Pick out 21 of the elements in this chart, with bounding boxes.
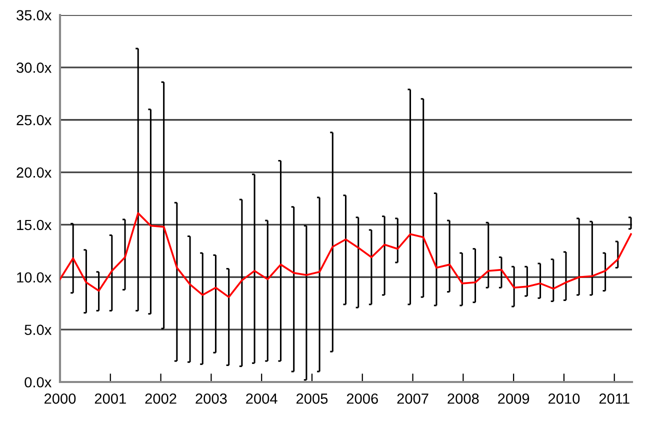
x-tick-label: 2007 (397, 393, 428, 404)
x-tick-label: 2008 (448, 393, 479, 404)
x-tick-label: 2000 (44, 393, 76, 404)
line-series (60, 212, 632, 298)
x-tick-label: 2004 (246, 393, 278, 404)
y-tick-label: 0.0x (24, 377, 52, 388)
x-tick-label: 2001 (94, 393, 126, 404)
x-tick-label: 2005 (296, 393, 328, 404)
y-tick-label: 30.0x (16, 62, 52, 73)
x-tick-label: 2006 (346, 393, 378, 404)
y-tick-label: 5.0x (24, 324, 52, 335)
y-tick-label: 35.0x (16, 10, 52, 20)
x-tick-label: 2011 (599, 393, 630, 404)
y-tick-label: 25.0x (16, 114, 52, 126)
y-tick-label: 20.0x (16, 167, 52, 178)
y-tick-label: 15.0x (17, 220, 52, 230)
x-tick-label: 2009 (498, 393, 530, 404)
x-tick-label: 2003 (196, 393, 227, 404)
y-tick-label: 10.0x (17, 272, 52, 283)
x-tick-label: 2002 (145, 393, 176, 404)
x-tick-label: 2010 (548, 393, 580, 404)
